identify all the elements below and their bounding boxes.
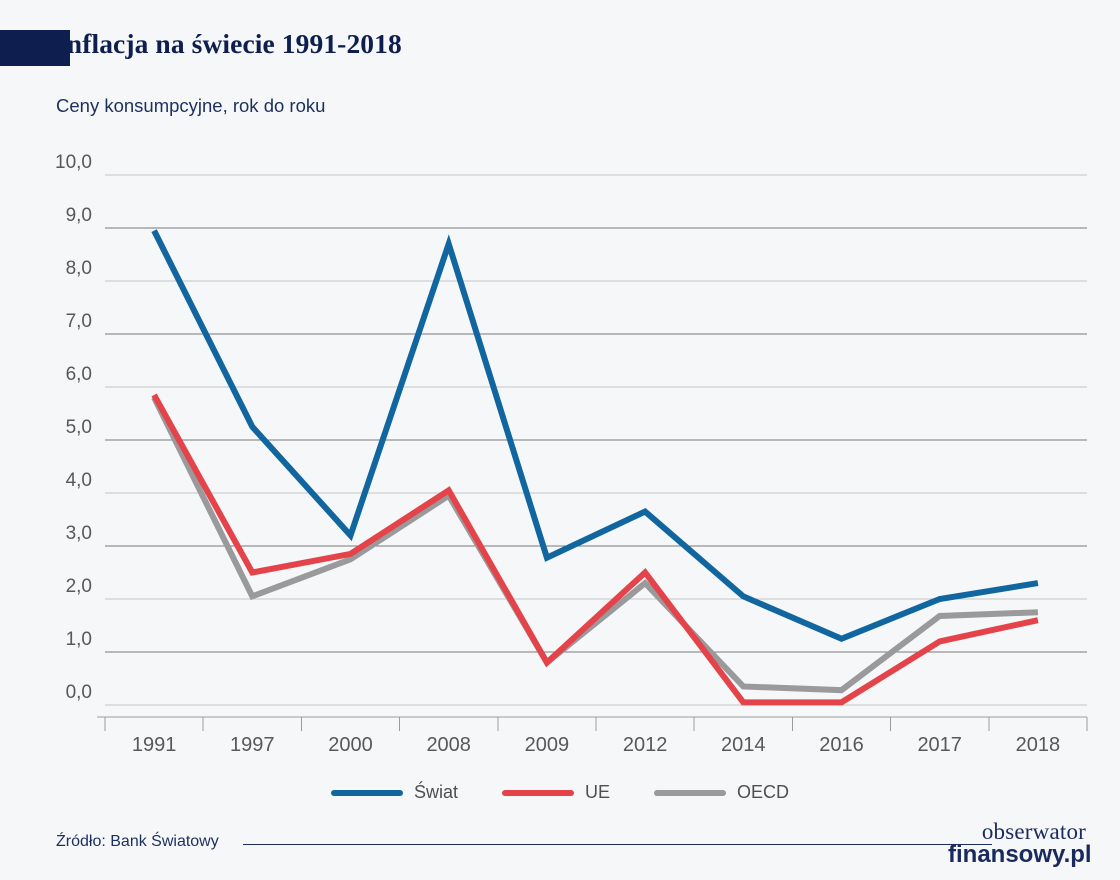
chart-footer: Źródło: Bank Światowy obserwator finanso…	[0, 820, 1120, 880]
logo-line-1: obserwator	[981, 819, 1086, 844]
title-accent-block	[0, 30, 70, 66]
x-axis-tick-label: 2000	[328, 734, 373, 756]
y-axis-tick-label: 10,0	[55, 152, 92, 173]
chart-legend: Świat UE OECD	[0, 782, 1120, 803]
legend-color-swatch	[501, 789, 574, 796]
legend-color-swatch	[330, 789, 403, 796]
chart-subtitle: Ceny konsumpcyjne, rok do roku	[56, 95, 326, 116]
y-axis-tick-label: 8,0	[66, 258, 92, 279]
legend-label: OECD	[737, 782, 790, 802]
legend-color-swatch	[654, 789, 726, 796]
x-axis-tick-label: 2014	[721, 734, 766, 756]
y-axis-tick-label: 6,0	[66, 364, 92, 385]
x-axis-tick-label: 1997	[230, 734, 275, 756]
x-axis-tick-label: 2017	[917, 734, 962, 756]
x-axis-tick-label: 2018	[1016, 734, 1061, 756]
x-axis-tick-label: 2009	[525, 734, 570, 756]
y-axis-tick-label: 4,0	[66, 470, 92, 491]
series-line	[151, 393, 1039, 706]
obserwator-finansowy-logo: obserwator finansowy.pl	[948, 819, 1092, 879]
y-axis-tick-label: 3,0	[66, 523, 92, 544]
x-axis-tick-label: 1991	[132, 734, 177, 756]
y-axis-tick-label: 1,0	[66, 629, 92, 650]
legend-label: Świat	[413, 782, 458, 802]
header: Inflacja na świecie 1991-2018	[0, 28, 1120, 76]
logo-line-2: finansowy.pl	[948, 841, 1092, 868]
y-axis-tick-label: 7,0	[66, 311, 92, 332]
y-axis-tick-label: 9,0	[66, 205, 92, 226]
x-axis-tick-label: 2008	[426, 734, 471, 756]
source-note: Źródło: Bank Światowy	[56, 833, 219, 850]
y-axis-tick-label: 2,0	[66, 576, 92, 597]
footer-divider	[243, 844, 992, 845]
series-line	[151, 396, 1039, 694]
legend-label: UE	[584, 782, 610, 802]
legend-item[interactable]: OECD	[654, 782, 789, 803]
y-axis-tick-label: 5,0	[66, 417, 92, 438]
legend-item[interactable]: Świat	[330, 782, 458, 803]
page-title: Inflacja na świecie 1991-2018	[56, 28, 402, 59]
y-axis-tick-label: 0,0	[66, 682, 92, 703]
series-line	[151, 229, 1039, 643]
legend-item[interactable]: UE	[501, 782, 610, 803]
x-axis-tick-label: 2016	[819, 734, 864, 756]
x-axis-tick-label: 2012	[623, 734, 668, 756]
